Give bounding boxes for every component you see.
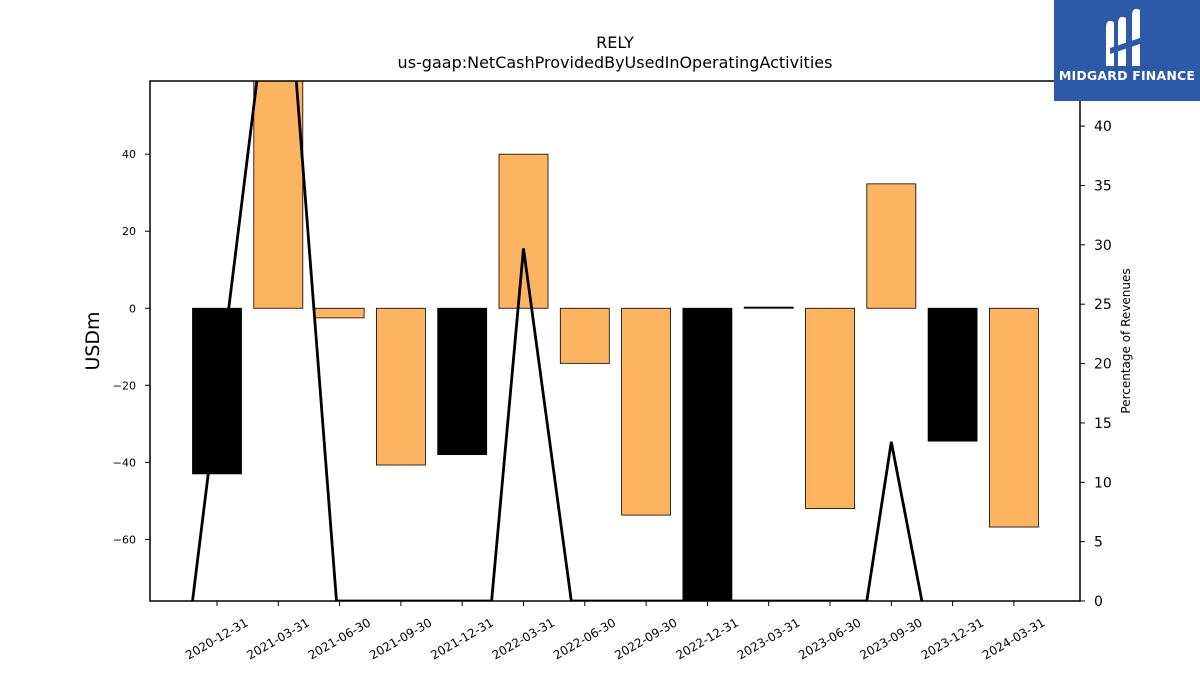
brand-logo: MIDGARD FINANCE xyxy=(1054,0,1200,101)
y-tick-label: −60 xyxy=(113,533,136,546)
y2-tick-label: 20 xyxy=(1094,357,1112,373)
bar-2023-06-30 xyxy=(805,307,855,509)
bar-2021-06-30 xyxy=(314,307,365,319)
y2-axis-ticks: 0 5 10 15 20 25 30 35 40 xyxy=(1080,119,1112,610)
y-tick-label: −40 xyxy=(113,456,136,469)
y-axis-label: USDm xyxy=(82,311,104,370)
x-tick-label: 2023-09-30 xyxy=(857,615,924,662)
y-tick-label: 40 xyxy=(122,148,136,161)
y2-tick-label: 30 xyxy=(1094,238,1112,254)
x-tick-label: 2021-09-30 xyxy=(367,615,434,662)
bar-2024-03-31 xyxy=(989,307,1039,528)
bar-2022-06-30 xyxy=(559,307,610,364)
y2-tick-label: 5 xyxy=(1094,535,1103,551)
x-tick-label: 2022-09-30 xyxy=(612,615,679,662)
bar-2022-09-30 xyxy=(621,307,671,516)
chart-title: RELY xyxy=(596,33,634,52)
chart-subtitle: us-gaap:NetCashProvidedByUsedInOperating… xyxy=(398,53,833,72)
bar-2021-09-30 xyxy=(375,307,426,466)
y2-tick-label: 35 xyxy=(1094,178,1112,194)
y2-axis-label: Percentage of Revenues xyxy=(1119,268,1133,413)
x-tick-label: 2021-03-31 xyxy=(244,615,311,662)
x-tick-label: 2022-06-30 xyxy=(551,615,618,662)
plot-frame xyxy=(149,80,1081,602)
y-tick-label: −20 xyxy=(113,379,136,392)
bar-2023-09-30 xyxy=(866,183,917,309)
y2-tick-label: 15 xyxy=(1094,416,1112,432)
x-tick-label: 2023-12-31 xyxy=(919,615,986,662)
x-tick-label: 2023-03-31 xyxy=(735,615,802,662)
bars-group xyxy=(192,81,1039,601)
y-tick-label: 20 xyxy=(122,225,136,238)
bar-2023-12-31 xyxy=(927,307,978,442)
y2-tick-label: 40 xyxy=(1094,119,1112,135)
x-tick-label: 2024-03-31 xyxy=(980,615,1047,662)
bar-2021-12-31 xyxy=(437,307,488,456)
x-tick-label: 2020-12-31 xyxy=(183,615,250,662)
x-axis-ticks: 2020-12-312021-03-312021-06-302021-09-30… xyxy=(183,601,1047,662)
logo-text: MIDGARD FINANCE xyxy=(1058,68,1196,83)
midgard-m-logo-icon xyxy=(1106,8,1146,66)
bar-2023-03-31 xyxy=(743,306,794,309)
x-tick-label: 2022-03-31 xyxy=(490,615,557,662)
x-tick-label: 2023-06-30 xyxy=(796,615,863,662)
y2-tick-label: 10 xyxy=(1094,475,1112,491)
bar-2022-12-31 xyxy=(682,307,733,601)
bar-2020-12-31 xyxy=(192,307,242,475)
x-tick-label: 2021-06-30 xyxy=(306,615,373,662)
y2-tick-label: 0 xyxy=(1094,594,1103,610)
x-tick-label: 2022-12-31 xyxy=(673,615,740,662)
y2-tick-label: 25 xyxy=(1094,297,1112,313)
y-axis-ticks: −60 −40 −20 0 20 40 xyxy=(113,148,150,546)
y-tick-label: 0 xyxy=(129,302,136,315)
bar-2021-03-31 xyxy=(253,81,304,309)
x-tick-label: 2021-12-31 xyxy=(428,615,495,662)
bar-2022-03-31 xyxy=(498,153,549,309)
